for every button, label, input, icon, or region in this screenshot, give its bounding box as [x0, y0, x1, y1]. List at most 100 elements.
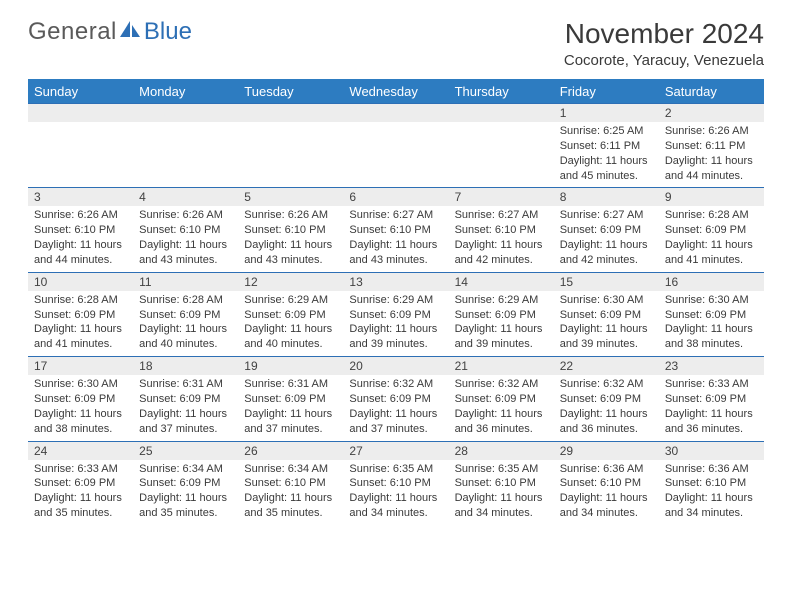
date-cell: 28	[449, 441, 554, 460]
day-data-cell: Sunrise: 6:33 AMSunset: 6:09 PMDaylight:…	[28, 460, 133, 525]
sunset-text: Sunset: 6:10 PM	[244, 223, 337, 238]
sunrise-text: Sunrise: 6:26 AM	[244, 208, 337, 223]
day-data-cell: Sunrise: 6:32 AMSunset: 6:09 PMDaylight:…	[449, 375, 554, 441]
brand-logo: General Blue	[28, 18, 192, 46]
sunrise-text: Sunrise: 6:31 AM	[139, 377, 232, 392]
day-data-cell: Sunrise: 6:29 AMSunset: 6:09 PMDaylight:…	[238, 291, 343, 357]
sunrise-text: Sunrise: 6:28 AM	[665, 208, 758, 223]
date-cell: 6	[343, 188, 448, 207]
sunrise-text: Sunrise: 6:27 AM	[560, 208, 653, 223]
date-cell: 30	[659, 441, 764, 460]
date-cell: 29	[554, 441, 659, 460]
sunset-text: Sunset: 6:09 PM	[455, 392, 548, 407]
title-block: November 2024 Cocorote, Yaracuy, Venezue…	[564, 18, 764, 69]
data-row: Sunrise: 6:33 AMSunset: 6:09 PMDaylight:…	[28, 460, 764, 525]
daylight-text: Daylight: 11 hours and 43 minutes.	[349, 238, 442, 268]
daylight-text: Daylight: 11 hours and 36 minutes.	[665, 407, 758, 437]
day-data-cell	[343, 122, 448, 188]
day-data-cell: Sunrise: 6:27 AMSunset: 6:10 PMDaylight:…	[343, 206, 448, 272]
date-cell	[28, 104, 133, 123]
sunset-text: Sunset: 6:09 PM	[349, 308, 442, 323]
daylight-text: Daylight: 11 hours and 35 minutes.	[244, 491, 337, 521]
day-data-cell: Sunrise: 6:29 AMSunset: 6:09 PMDaylight:…	[449, 291, 554, 357]
sunset-text: Sunset: 6:11 PM	[560, 139, 653, 154]
date-cell	[238, 104, 343, 123]
date-row: 3456789	[28, 188, 764, 207]
sunrise-text: Sunrise: 6:29 AM	[455, 293, 548, 308]
sunset-text: Sunset: 6:10 PM	[560, 476, 653, 491]
sunrise-text: Sunrise: 6:35 AM	[455, 462, 548, 477]
sunrise-text: Sunrise: 6:26 AM	[34, 208, 127, 223]
sunset-text: Sunset: 6:09 PM	[34, 476, 127, 491]
calendar-body: 12Sunrise: 6:25 AMSunset: 6:11 PMDayligh…	[28, 104, 764, 525]
daylight-text: Daylight: 11 hours and 40 minutes.	[244, 322, 337, 352]
day-data-cell: Sunrise: 6:26 AMSunset: 6:10 PMDaylight:…	[133, 206, 238, 272]
day-data-cell: Sunrise: 6:25 AMSunset: 6:11 PMDaylight:…	[554, 122, 659, 188]
day-data-cell: Sunrise: 6:28 AMSunset: 6:09 PMDaylight:…	[659, 206, 764, 272]
daylight-text: Daylight: 11 hours and 34 minutes.	[349, 491, 442, 521]
calendar-page: General Blue November 2024 Cocorote, Yar…	[0, 0, 792, 535]
day-data-cell: Sunrise: 6:34 AMSunset: 6:09 PMDaylight:…	[133, 460, 238, 525]
month-title: November 2024	[564, 18, 764, 50]
daylight-text: Daylight: 11 hours and 43 minutes.	[139, 238, 232, 268]
day-data-cell: Sunrise: 6:27 AMSunset: 6:10 PMDaylight:…	[449, 206, 554, 272]
day-data-cell: Sunrise: 6:26 AMSunset: 6:10 PMDaylight:…	[28, 206, 133, 272]
day-header: Thursday	[449, 80, 554, 104]
day-data-cell: Sunrise: 6:30 AMSunset: 6:09 PMDaylight:…	[554, 291, 659, 357]
day-data-cell	[238, 122, 343, 188]
sunrise-text: Sunrise: 6:25 AM	[560, 124, 653, 139]
daylight-text: Daylight: 11 hours and 42 minutes.	[560, 238, 653, 268]
sunrise-text: Sunrise: 6:27 AM	[455, 208, 548, 223]
data-row: Sunrise: 6:26 AMSunset: 6:10 PMDaylight:…	[28, 206, 764, 272]
brand-part2: Blue	[144, 18, 192, 46]
sunrise-text: Sunrise: 6:36 AM	[665, 462, 758, 477]
sunrise-text: Sunrise: 6:26 AM	[665, 124, 758, 139]
page-header: General Blue November 2024 Cocorote, Yar…	[28, 18, 764, 69]
sunset-text: Sunset: 6:09 PM	[244, 308, 337, 323]
date-cell: 13	[343, 272, 448, 291]
date-cell: 21	[449, 357, 554, 376]
date-cell: 3	[28, 188, 133, 207]
daylight-text: Daylight: 11 hours and 42 minutes.	[455, 238, 548, 268]
daylight-text: Daylight: 11 hours and 45 minutes.	[560, 154, 653, 184]
day-data-cell: Sunrise: 6:30 AMSunset: 6:09 PMDaylight:…	[659, 291, 764, 357]
location-text: Cocorote, Yaracuy, Venezuela	[564, 52, 764, 69]
date-cell: 10	[28, 272, 133, 291]
sunset-text: Sunset: 6:09 PM	[139, 476, 232, 491]
date-cell: 8	[554, 188, 659, 207]
sunset-text: Sunset: 6:10 PM	[455, 223, 548, 238]
day-data-cell: Sunrise: 6:33 AMSunset: 6:09 PMDaylight:…	[659, 375, 764, 441]
day-data-cell: Sunrise: 6:34 AMSunset: 6:10 PMDaylight:…	[238, 460, 343, 525]
calendar-table: SundayMondayTuesdayWednesdayThursdayFrid…	[28, 79, 764, 525]
date-cell: 17	[28, 357, 133, 376]
day-header: Saturday	[659, 80, 764, 104]
date-cell	[133, 104, 238, 123]
daylight-text: Daylight: 11 hours and 36 minutes.	[455, 407, 548, 437]
day-data-cell: Sunrise: 6:27 AMSunset: 6:09 PMDaylight:…	[554, 206, 659, 272]
day-data-cell	[449, 122, 554, 188]
sunrise-text: Sunrise: 6:36 AM	[560, 462, 653, 477]
sunset-text: Sunset: 6:10 PM	[139, 223, 232, 238]
date-cell: 15	[554, 272, 659, 291]
date-cell: 12	[238, 272, 343, 291]
daylight-text: Daylight: 11 hours and 44 minutes.	[665, 154, 758, 184]
date-cell: 14	[449, 272, 554, 291]
daylight-text: Daylight: 11 hours and 44 minutes.	[34, 238, 127, 268]
sunrise-text: Sunrise: 6:35 AM	[349, 462, 442, 477]
daylight-text: Daylight: 11 hours and 41 minutes.	[665, 238, 758, 268]
date-cell: 1	[554, 104, 659, 123]
daylight-text: Daylight: 11 hours and 39 minutes.	[455, 322, 548, 352]
daylight-text: Daylight: 11 hours and 39 minutes.	[349, 322, 442, 352]
date-cell: 7	[449, 188, 554, 207]
day-data-cell: Sunrise: 6:32 AMSunset: 6:09 PMDaylight:…	[343, 375, 448, 441]
day-header-row: SundayMondayTuesdayWednesdayThursdayFrid…	[28, 80, 764, 104]
sunrise-text: Sunrise: 6:26 AM	[139, 208, 232, 223]
date-row: 12	[28, 104, 764, 123]
day-header: Tuesday	[238, 80, 343, 104]
daylight-text: Daylight: 11 hours and 35 minutes.	[139, 491, 232, 521]
sunset-text: Sunset: 6:10 PM	[34, 223, 127, 238]
day-data-cell: Sunrise: 6:31 AMSunset: 6:09 PMDaylight:…	[238, 375, 343, 441]
sunset-text: Sunset: 6:09 PM	[665, 392, 758, 407]
date-row: 10111213141516	[28, 272, 764, 291]
sunset-text: Sunset: 6:09 PM	[455, 308, 548, 323]
